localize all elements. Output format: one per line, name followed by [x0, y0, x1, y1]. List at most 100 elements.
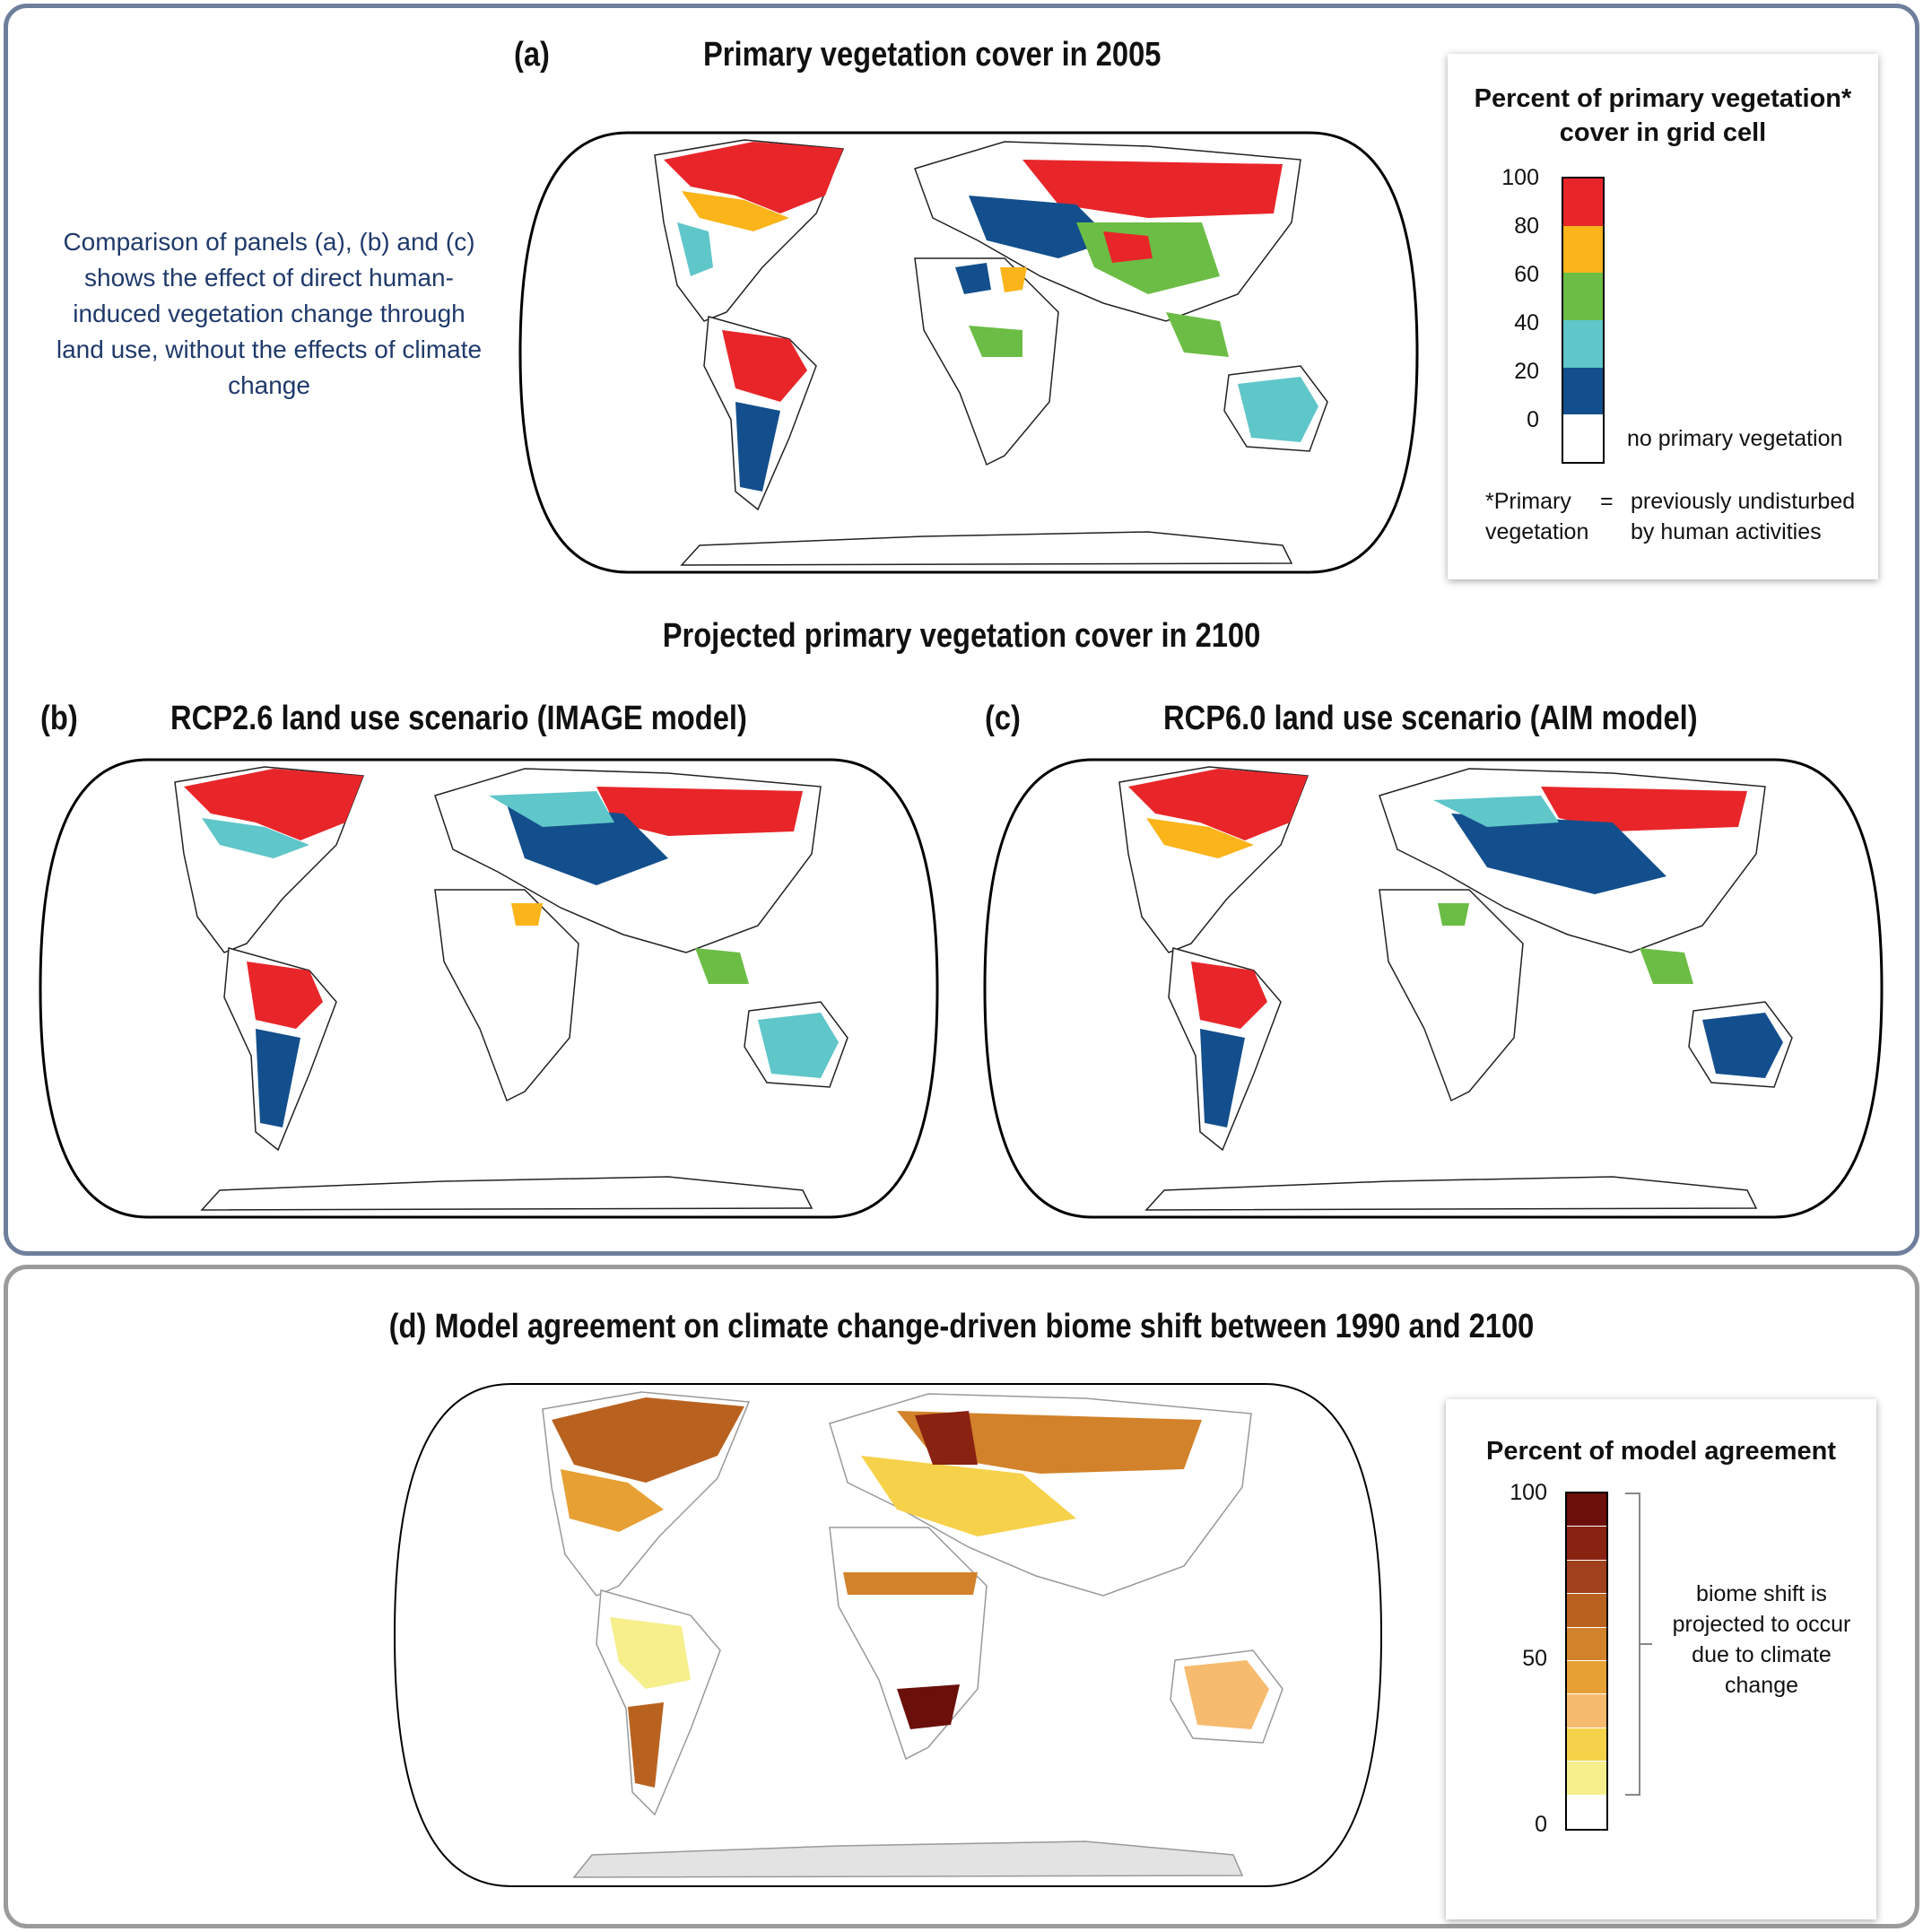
legend-agreement-tick-50: 50 — [1522, 1646, 1547, 1671]
shift-australia — [1184, 1660, 1269, 1729]
veg-amazon — [247, 962, 323, 1029]
veg-south-america-south — [1200, 1029, 1245, 1127]
veg-sahara-east — [1000, 267, 1027, 292]
shift-south-america — [610, 1617, 691, 1689]
legend-agreement: Percent of model agreement 100 50 0 biom… — [1446, 1399, 1876, 1919]
agreement-swatch-7 — [1567, 1727, 1606, 1762]
veg-siberia — [1541, 787, 1747, 831]
legend-tick-80: 80 — [1514, 213, 1539, 239]
africa — [434, 889, 579, 1102]
legend-annotation-3: due to climate — [1692, 1642, 1832, 1667]
veg-se-asia — [1166, 312, 1229, 357]
shift-south-africa — [897, 1684, 960, 1729]
panel-b-label: (b) — [40, 700, 78, 737]
legend-tick-20: 20 — [1514, 359, 1539, 384]
footnote-def2: by human activities — [1631, 519, 1822, 544]
panel-c-label: (c) — [985, 700, 1021, 737]
legend-color-bar — [1562, 177, 1605, 464]
veg-canada — [1128, 769, 1308, 840]
veg-sahara — [1438, 903, 1469, 926]
legend-swatch-4 — [1563, 367, 1603, 415]
agreement-swatch-1 — [1567, 1527, 1606, 1561]
footnote-term1: *Primary — [1485, 489, 1571, 514]
veg-tibet — [1103, 231, 1153, 263]
legend-swatch-1 — [1563, 225, 1603, 274]
veg-se-asia — [1640, 948, 1693, 984]
legend-swatch-0 — [1563, 178, 1603, 226]
veg-canada — [184, 769, 363, 840]
legend-tick-100: 100 — [1501, 165, 1539, 190]
legend-swatch-3 — [1563, 319, 1603, 368]
veg-central-asia — [969, 196, 1112, 258]
legend-agreement-title: Percent of model agreement — [1486, 1437, 1836, 1466]
veg-south-america-south — [735, 402, 780, 492]
agreement-swatch-3 — [1567, 1594, 1606, 1628]
legend-vegetation: Percent of primary vegetation* cover in … — [1448, 54, 1878, 579]
veg-south-america-south — [256, 1029, 300, 1127]
veg-canada-south — [682, 191, 789, 231]
veg-canada — [664, 142, 843, 213]
shift-sahel — [843, 1572, 978, 1595]
veg-canada-south — [1146, 818, 1254, 858]
legend-title-line1: Percent of primary vegetation* — [1474, 84, 1852, 113]
agreement-swatch-2 — [1567, 1560, 1606, 1595]
agreement-swatch-0 — [1567, 1493, 1606, 1527]
footnote-term2: vegetation — [1485, 519, 1589, 544]
veg-australia — [1238, 377, 1318, 442]
legend-tick-0: 0 — [1527, 407, 1539, 432]
shift-eurasia — [861, 1456, 1076, 1536]
legend-tick-60: 60 — [1514, 262, 1539, 287]
footnote-equals: = — [1600, 489, 1614, 514]
veg-eurasia-north — [489, 791, 614, 827]
veg-australia — [1702, 1013, 1783, 1078]
veg-australia — [758, 1013, 839, 1078]
veg-sahara-west — [955, 263, 991, 294]
legend-annotation-4: change — [1724, 1673, 1799, 1698]
veg-siberia — [596, 787, 803, 836]
panel-c-title: RCP6.0 land use scenario (AIM model) — [1163, 700, 1698, 737]
footnote-def1: previously undisturbed — [1631, 489, 1856, 514]
veg-central-africa — [969, 326, 1022, 357]
antarctica — [1144, 1176, 1758, 1211]
agreement-swatch-4 — [1567, 1627, 1606, 1661]
projected-title: Projected primary vegetation cover in 21… — [662, 617, 1261, 655]
veg-eurasia — [1451, 814, 1666, 894]
map-panel-b — [39, 758, 939, 1219]
legend-tick-40: 40 — [1514, 310, 1539, 335]
vegetation-cover — [664, 142, 1318, 492]
legend-annotation-2: projected to occur — [1672, 1612, 1851, 1637]
agreement-swatch-5 — [1567, 1660, 1606, 1695]
veg-canada-south — [202, 818, 309, 858]
legend-swatch-2 — [1563, 273, 1603, 320]
panel-a-note: Comparison of panels (a), (b) and (c) sh… — [56, 228, 483, 399]
shift-west-russia — [915, 1411, 978, 1465]
africa — [1379, 889, 1524, 1102]
legend-agreement-bar — [1565, 1492, 1608, 1831]
panel-a-label: (a) — [514, 36, 550, 74]
biome-shift-agreement — [552, 1397, 1269, 1788]
legend-agreement-tick-0: 0 — [1535, 1812, 1547, 1837]
panel-d-title: (d) Model agreement on climate change-dr… — [388, 1308, 1535, 1345]
legend-none-label: no primary vegetation — [1627, 426, 1843, 451]
shift-north-america — [552, 1397, 744, 1483]
map-panel-a — [518, 131, 1419, 574]
veg-amazon — [722, 330, 807, 402]
antarctica — [200, 1176, 814, 1211]
antarctica — [680, 531, 1293, 566]
panel-b-title: RCP2.6 land use scenario (IMAGE model) — [170, 700, 747, 737]
legend-swatch-5 — [1563, 414, 1603, 462]
shift-canada-south — [561, 1469, 664, 1532]
vegetation-cover — [184, 769, 839, 1127]
veg-us — [677, 222, 713, 276]
veg-siberia — [1022, 160, 1283, 218]
legend-title-line2: cover in grid cell — [1559, 118, 1767, 147]
map-panel-d — [393, 1383, 1383, 1887]
antarctica — [572, 1841, 1244, 1878]
legend-annotation-1: biome shift is — [1696, 1581, 1827, 1606]
agreement-swatch-6 — [1567, 1694, 1606, 1728]
map-panel-c — [983, 758, 1884, 1219]
legend-bracket — [1625, 1493, 1652, 1796]
legend-agreement-tick-100: 100 — [1510, 1480, 1547, 1505]
veg-sahara — [511, 903, 543, 926]
vegetation-cover — [1128, 769, 1783, 1127]
